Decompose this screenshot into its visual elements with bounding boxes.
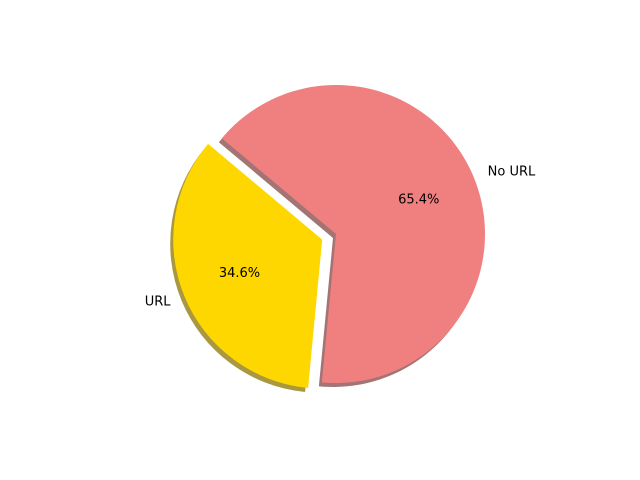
pie-wedges <box>173 84 485 388</box>
pie-label-url: URL <box>145 294 172 309</box>
pie-slice-url <box>173 143 323 388</box>
pie-pct-label-url: 34.6% <box>219 266 260 281</box>
pie-slice-no-url <box>221 84 485 384</box>
pie-pct-label-no-url: 65.4% <box>398 193 439 208</box>
pie-labels: 34.6% URL 65.4% No URL <box>145 164 536 309</box>
pie-label-no-url: No URL <box>488 164 536 179</box>
